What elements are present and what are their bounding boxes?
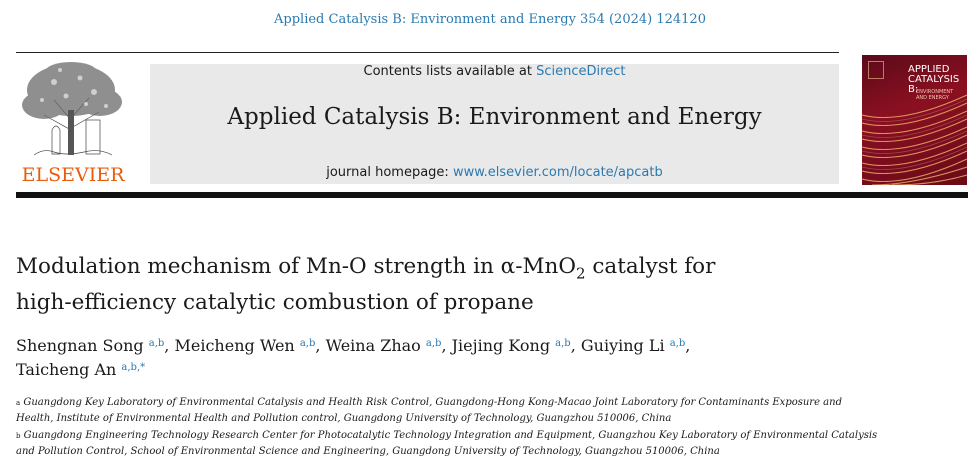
cover-title-line2: CATALYSIS B:: [908, 74, 960, 95]
homepage-prefix: journal homepage:: [326, 165, 453, 180]
homepage-line: journal homepage: www.elsevier.com/locat…: [150, 165, 839, 180]
author[interactable]: Jiejing Kong a,b,: [451, 336, 576, 355]
author-affiliation-marker[interactable]: a,b,*: [121, 362, 146, 373]
contents-line: Contents lists available at ScienceDirec…: [150, 64, 839, 79]
cover-title: APPLIED CATALYSIS B:: [908, 65, 967, 95]
affiliation-line2: Health, Institute of Environmental Healt…: [16, 413, 672, 424]
author[interactable]: Taicheng An a,b,*: [16, 360, 146, 379]
cover-subtitle-line1: ENVIRONMENT: [916, 89, 954, 95]
affiliation-a: a Guangdong Key Laboratory of Environmen…: [16, 395, 956, 427]
affiliation-b: b Guangdong Engineering Technology Resea…: [16, 428, 956, 460]
cover-emblem: [868, 61, 884, 79]
article-title: Modulation mechanism of Mn-O strength in…: [16, 252, 956, 318]
title-part1: Modulation mechanism of Mn-O strength in…: [16, 254, 576, 279]
title-part2: catalyst for: [585, 254, 716, 279]
affiliation-line1: Guangdong Engineering Technology Researc…: [23, 430, 878, 441]
journal-title: Applied Catalysis B: Environment and Ene…: [227, 104, 762, 130]
homepage-link[interactable]: www.elsevier.com/locate/apcatb: [452, 165, 663, 180]
author-affiliation-marker[interactable]: a,b: [425, 338, 442, 349]
affiliation-key: a: [16, 399, 21, 407]
tree-icon: [22, 62, 122, 156]
author[interactable]: Weina Zhao a,b,: [325, 336, 447, 355]
author[interactable]: Shengnan Song a,b,: [16, 336, 170, 355]
title-subscript: 2: [575, 264, 586, 283]
author[interactable]: Meicheng Wen a,b,: [174, 336, 321, 355]
cover-title-line1: APPLIED: [908, 64, 950, 75]
cover-pattern-icon: [862, 94, 967, 185]
author-list: Shengnan Song a,b, Meicheng Wen a,b, Wei…: [16, 334, 956, 382]
journal-citation[interactable]: Applied Catalysis B: Environment and Ene…: [0, 12, 980, 27]
author-affiliation-marker[interactable]: a,b: [148, 338, 165, 349]
affiliation-line2: and Pollution Control, School of Environ…: [16, 446, 720, 457]
cover-subtitle-line2: AND ENERGY: [916, 95, 949, 101]
author-affiliation-marker[interactable]: a,b: [555, 338, 571, 349]
cover-subtitle: ENVIRONMENT AND ENERGY: [916, 89, 953, 101]
journal-cover[interactable]: APPLIED CATALYSIS B: ENVIRONMENT AND ENE…: [862, 55, 967, 185]
contents-prefix: Contents lists available at: [363, 64, 537, 79]
header-divider: [16, 52, 839, 53]
elsevier-logo[interactable]: ELSEVIER: [14, 60, 128, 190]
citation-link[interactable]: Applied Catalysis B: Environment and Ene…: [274, 12, 706, 27]
affiliation-line1: Guangdong Key Laboratory of Environmenta…: [23, 397, 842, 408]
author-affiliation-marker[interactable]: a,b: [299, 338, 316, 349]
affiliation-key: b: [16, 432, 21, 440]
publisher-wordmark: ELSEVIER: [21, 164, 125, 186]
author-affiliation-marker[interactable]: a,b: [669, 338, 686, 349]
author[interactable]: Guiying Li a,b,: [580, 336, 691, 355]
title-line1: Modulation mechanism of Mn-O strength in…: [16, 252, 956, 288]
title-line2: high-efficiency catalytic combustion of …: [16, 290, 534, 316]
sciencedirect-link[interactable]: ScienceDirect: [536, 64, 626, 79]
banner-divider: [16, 192, 968, 198]
journal-banner: Contents lists available at ScienceDirec…: [150, 64, 839, 184]
